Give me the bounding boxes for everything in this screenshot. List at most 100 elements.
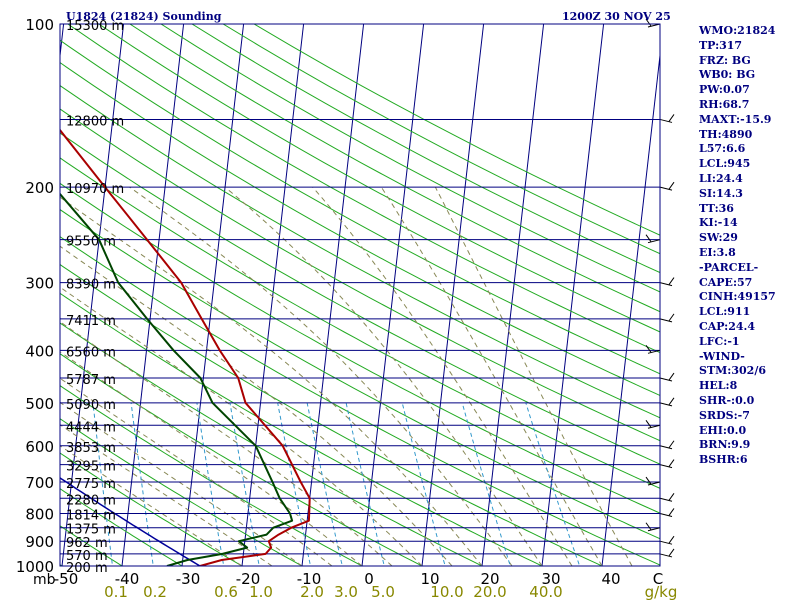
mixing-ratio-label: 1.0 <box>249 583 273 600</box>
index-item: SHR-:0.0 <box>699 393 755 407</box>
mixing-ratio-label: 0.6 <box>214 583 238 600</box>
height-label: 10970 m <box>66 182 124 197</box>
temperature-tick: 0 <box>364 570 374 588</box>
index-item: SRDS:-7 <box>699 408 750 422</box>
pressure-label: 300 <box>25 275 54 293</box>
valid-time: 1200Z 30 NOV 25 <box>562 10 671 23</box>
isotherms <box>60 24 660 566</box>
wind-barb-flag <box>668 548 675 557</box>
mixing-ratio-line <box>92 402 114 566</box>
mixing-ratio-label: g/kg <box>645 583 678 600</box>
height-label: 5090 m <box>66 398 116 413</box>
height-label: 5787 m <box>66 373 116 388</box>
moist-adiabat <box>60 401 303 566</box>
isotherm-line <box>481 24 545 566</box>
wind-barb <box>659 497 673 502</box>
index-item: CINH:49157 <box>699 290 776 304</box>
height-label: 8390 m <box>66 278 116 293</box>
wind-barb <box>659 540 673 545</box>
isotherm-line <box>361 24 425 566</box>
wind-barb-flag <box>668 277 675 285</box>
height-label: 9550 m <box>66 235 116 250</box>
index-item: FRZ: BG <box>699 53 751 67</box>
sounding-profiles <box>60 128 311 566</box>
index-item: BRN:9.9 <box>699 438 751 452</box>
temperature-trace <box>60 128 311 566</box>
wind-barb-flag <box>645 18 652 27</box>
isotherm-line <box>121 24 185 566</box>
index-item: TP:317 <box>699 38 743 52</box>
pressure-label: 100 <box>25 16 54 34</box>
index-item: KI:-14 <box>699 216 738 230</box>
wind-barb-flag <box>668 492 675 501</box>
moist-adiabat <box>60 245 453 566</box>
index-item: EHI:0.0 <box>699 423 747 437</box>
wind-barb-flag <box>668 181 675 190</box>
index-item: WB0: BG <box>699 68 756 82</box>
wind-barb-flag <box>645 522 652 531</box>
mixing-ratio-line <box>401 402 446 566</box>
index-item: BSHR:6 <box>699 453 748 467</box>
index-item: LCL:911 <box>699 305 751 319</box>
wind-barb-flag <box>668 535 675 544</box>
height-label: 4444 m <box>66 420 116 435</box>
pressure-label: 500 <box>25 395 54 413</box>
index-item: EI:3.8 <box>699 245 736 259</box>
height-label: 3853 m <box>66 441 116 456</box>
pressure-label: 600 <box>25 438 54 456</box>
pressure-label: 700 <box>25 474 54 492</box>
wind-barb <box>659 553 673 558</box>
index-item: L57:6.6 <box>699 142 746 156</box>
mixing-ratio-line <box>277 402 312 566</box>
mixing-ratio-label: 0.2 <box>143 583 167 600</box>
isotherm-line <box>61 24 125 566</box>
wind-barb <box>659 464 673 469</box>
index-item: -PARCEL- <box>699 260 759 274</box>
wind-barb-flag <box>668 440 675 449</box>
plot-frame <box>59 23 661 567</box>
wind-barb <box>659 377 673 382</box>
moist-adiabat <box>312 186 573 566</box>
isotherm-line <box>241 24 305 566</box>
index-item: LFC:-1 <box>699 334 740 348</box>
index-item: TH:4890 <box>699 127 753 141</box>
temperature-tick: C <box>653 570 663 588</box>
index-item: LI:24.4 <box>699 171 743 185</box>
wind-barb <box>659 118 673 123</box>
mixing-ratio-label: 0.1 <box>104 583 128 600</box>
wind-barb <box>659 186 673 191</box>
pressure-label: 800 <box>25 505 54 523</box>
wind-barb-flag <box>668 372 675 381</box>
pressure-label: 900 <box>25 533 54 551</box>
height-label: 3295 m <box>66 460 116 475</box>
wind-barb <box>647 527 661 532</box>
height-label: 1375 m <box>66 523 116 538</box>
wind-barb-flag <box>645 419 652 428</box>
isotherm-line <box>421 24 485 566</box>
dewpoint-trace <box>60 192 294 566</box>
index-item: MAXT:-15.9 <box>699 112 772 126</box>
wind-barb <box>659 445 673 450</box>
index-item: WMO:21824 <box>699 24 776 37</box>
mixing-ratio-line <box>345 402 385 566</box>
mixing-ratio-label: 40.0 <box>529 583 562 600</box>
index-item: STM:302/6 <box>699 364 766 378</box>
temperature-tick: 20 <box>480 570 499 588</box>
mixing-ratio-label: 2.0 <box>300 583 324 600</box>
mixing-ratio-line <box>306 402 343 566</box>
index-item: -WIND- <box>699 349 745 363</box>
mixing-ratio-line <box>196 402 225 566</box>
height-label: 962 m <box>66 536 108 551</box>
height-label: 200 m <box>66 561 108 576</box>
wind-barb <box>647 239 661 244</box>
height-label: 2775 m <box>66 477 116 492</box>
wind-barb-flag <box>645 345 652 353</box>
wind-barb <box>647 481 661 486</box>
wind-barb-flag <box>668 397 675 406</box>
plot-border <box>59 23 661 567</box>
temperature-tick: 30 <box>541 570 560 588</box>
wind-barb-flag <box>668 459 675 467</box>
pressure-label: 200 <box>25 179 54 197</box>
mixing-ratio-label: 20.0 <box>473 583 506 600</box>
